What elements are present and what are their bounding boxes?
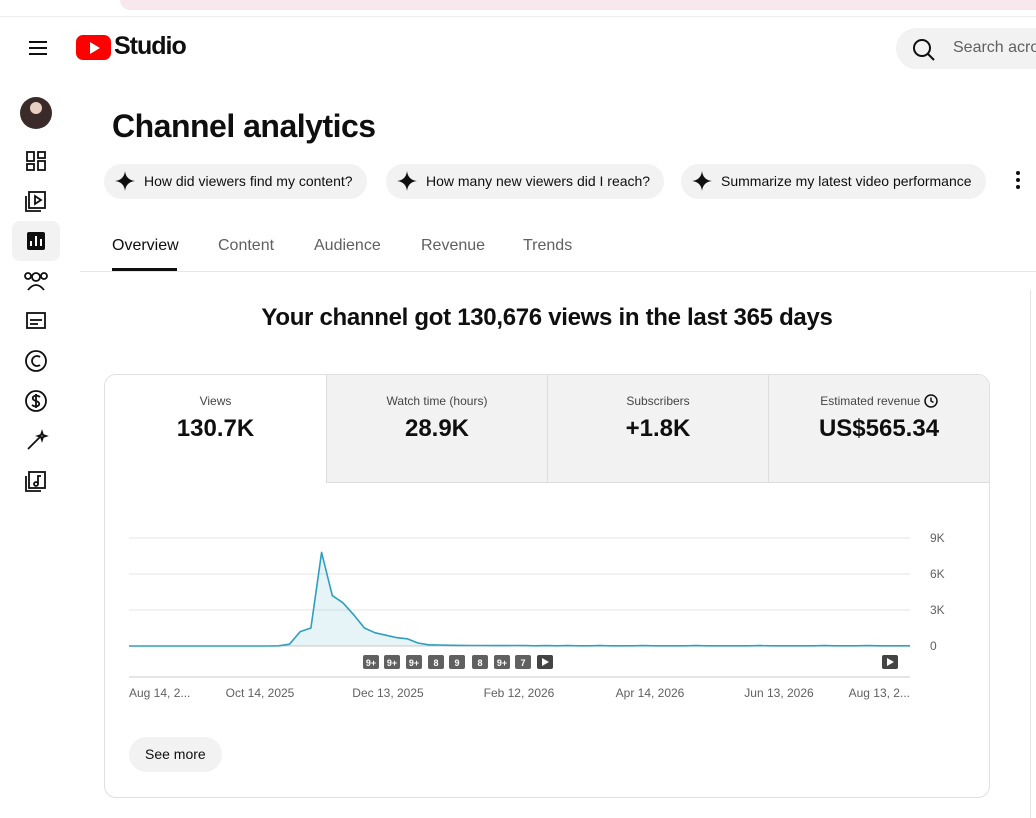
metric-tab[interactable]: Watch time (hours) 28.9K [326, 375, 547, 483]
subtitles-icon[interactable] [26, 312, 46, 329]
avatar-face [30, 102, 42, 114]
video-badge [384, 655, 400, 669]
tab[interactable]: Overview [112, 237, 179, 254]
page-title: Channel analytics [112, 108, 376, 144]
metric-label: Views [199, 394, 232, 408]
metric-tab[interactable]: Subscribers +1.8K [547, 375, 768, 483]
earn-icon[interactable] [25, 390, 47, 412]
chip-text: How many new viewers did I reach? [426, 173, 651, 189]
tab[interactable]: Content [218, 237, 275, 254]
menu-icon[interactable] [29, 41, 47, 55]
metric-tab[interactable]: Views 130.7K [105, 375, 326, 483]
metric-label-text: Estimated revenue [820, 394, 921, 408]
video-badge [494, 655, 510, 669]
sidebar-icons [12, 41, 60, 492]
line [129, 551, 910, 647]
video-badge [472, 655, 488, 669]
x-tick-label: Aug 13, 2... [849, 686, 910, 700]
y-tick-label: 3K [930, 603, 945, 617]
logo-icon[interactable] [76, 35, 112, 61]
search-box[interactable]: Search acro [896, 28, 1036, 69]
tab-underline [112, 268, 177, 271]
search-icon [913, 39, 935, 61]
dashboard-icon[interactable] [26, 151, 46, 171]
y-tick-label: 6K [930, 567, 945, 581]
metric-value: US$565.34 [818, 415, 940, 442]
brand[interactable]: Studio [114, 32, 187, 60]
customization-icon[interactable] [27, 429, 49, 450]
divider [0, 16, 1036, 17]
video-badge [406, 655, 422, 669]
prompt-chip[interactable]: How many new viewers did I reach? [386, 164, 665, 199]
see-more-button[interactable]: See more [129, 737, 222, 772]
community-icon[interactable] [24, 272, 48, 291]
metric-value: +1.8K [625, 415, 691, 442]
x-tick-label: Aug 14, 2... [129, 686, 190, 700]
tab[interactable]: Trends [523, 237, 573, 254]
tab[interactable]: Audience [314, 237, 381, 254]
video-badge [515, 655, 531, 669]
badge-text: 9+ [409, 658, 419, 668]
copyright-icon[interactable] [25, 350, 47, 372]
play-icon [542, 658, 549, 666]
divider [1030, 290, 1031, 818]
badge-text: 9+ [497, 658, 507, 668]
headline: Your channel got 130,676 views in the la… [261, 304, 833, 331]
x-tick-label: Oct 14, 2025 [226, 686, 295, 700]
prompt-chip[interactable]: Summarize my latest video performance [681, 164, 986, 199]
x-tick-label: Dec 13, 2025 [352, 686, 424, 700]
badge-text: 9 [454, 658, 459, 668]
search-placeholder: Search acro [953, 39, 1036, 56]
y-tick-label: 0 [930, 639, 937, 653]
badge-text: 7 [520, 658, 525, 668]
area [129, 552, 910, 646]
metric-value: 28.9K [404, 415, 470, 442]
x-tick-label: Apr 14, 2026 [616, 686, 685, 700]
tab[interactable]: Revenue [421, 237, 486, 254]
play-icon [887, 658, 894, 666]
metric-label: Subscribers [626, 394, 690, 408]
content-icon[interactable] [25, 191, 46, 212]
browser-strip [120, 0, 1036, 10]
prompt-chip[interactable]: How did viewers find my content? [104, 164, 367, 199]
analytics-icon[interactable] [27, 232, 45, 250]
video-badge [449, 655, 465, 669]
x-tick-label: Feb 12, 2026 [484, 686, 555, 700]
more-menu[interactable] [1016, 171, 1020, 189]
badge-text: 9+ [387, 658, 397, 668]
analytics-card: Views 130.7K Watch time (hours) 28.9K Subs… [104, 374, 990, 798]
chip-text: Summarize my latest video performance [721, 173, 972, 189]
audio-library-icon[interactable] [25, 471, 46, 492]
clock-icon [923, 394, 938, 408]
badge-text: 9+ [366, 658, 376, 668]
video-badge [428, 655, 444, 669]
badge-text: 8 [433, 658, 438, 668]
sparkles [115, 171, 1020, 191]
metric-label: Watch time (hours) [386, 394, 488, 408]
x-tick-label: Jun 13, 2026 [744, 686, 814, 700]
video-badge [363, 655, 379, 669]
badge-text: 8 [477, 658, 482, 668]
metric-value: 130.7K [176, 415, 255, 442]
metric-tab[interactable]: Estimated revenue US$565.34 [768, 375, 989, 483]
tab-divider [80, 271, 1036, 272]
y-tick-label: 9K [930, 531, 945, 545]
metric-label: Estimated revenue [769, 394, 989, 408]
chip-text: How did viewers find my content? [144, 173, 353, 189]
